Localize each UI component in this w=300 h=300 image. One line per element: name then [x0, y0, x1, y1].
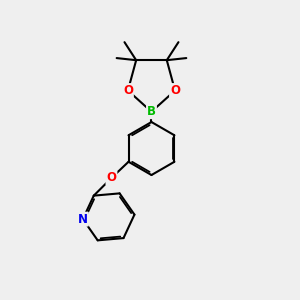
- Text: O: O: [123, 84, 133, 97]
- Text: B: B: [147, 105, 156, 118]
- Text: O: O: [170, 84, 180, 97]
- Text: O: O: [106, 172, 116, 184]
- Text: N: N: [78, 213, 88, 226]
